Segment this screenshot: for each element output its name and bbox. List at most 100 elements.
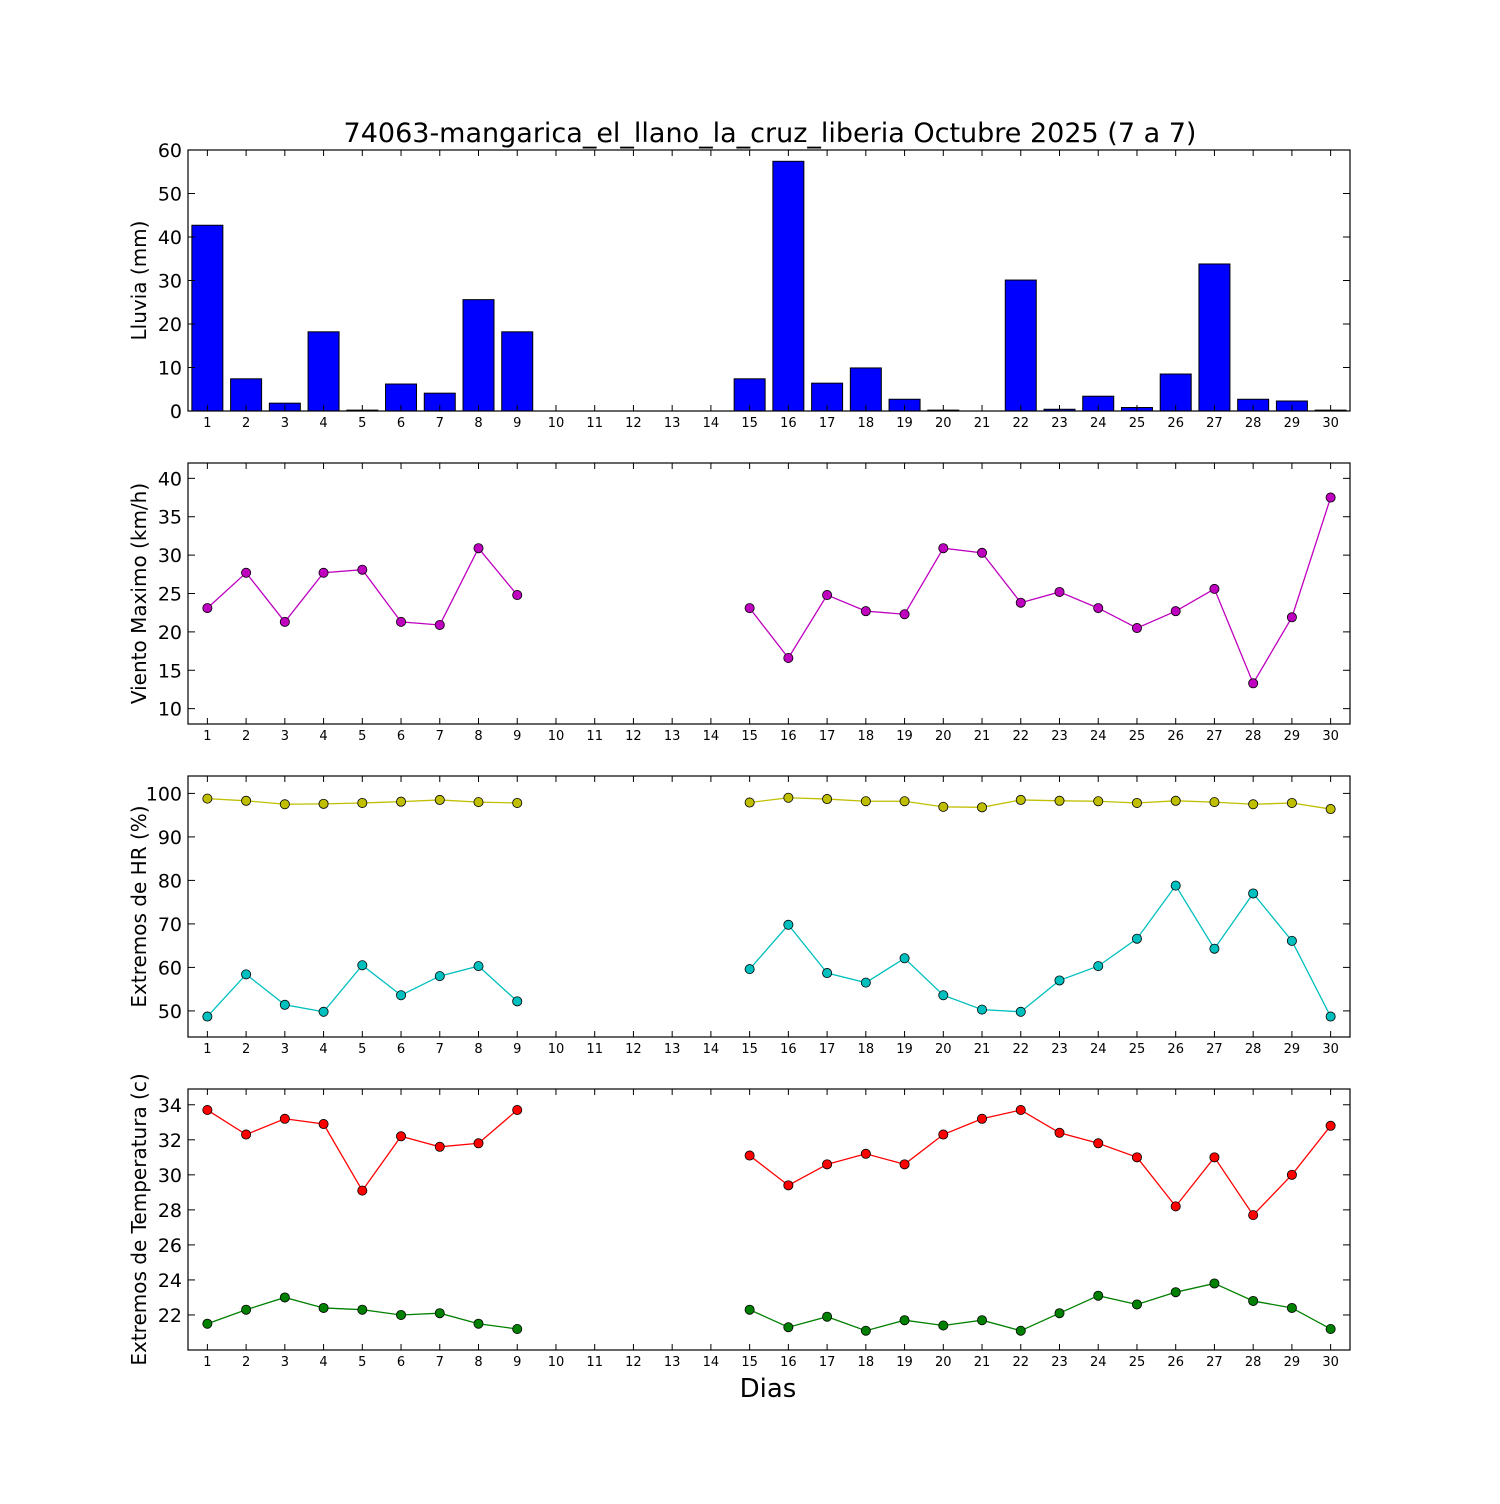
x-tick-label: 7 (436, 1042, 444, 1057)
y-tick-label: 15 (158, 660, 182, 682)
point-4-1-day-15 (744, 1150, 755, 1161)
point-3-1-day-27 (1209, 797, 1220, 808)
point-3-2-day-7 (434, 971, 445, 982)
point-3-1-day-7 (434, 794, 445, 805)
point-4-2-day-21 (977, 1315, 988, 1326)
x-tick-label: 20 (935, 416, 952, 431)
point-3-2-day-27 (1209, 943, 1220, 954)
point-2-1-day-21 (977, 547, 988, 558)
y-axis-label: Extremos de HR (%) (127, 805, 151, 1007)
x-tick-label: 13 (664, 416, 681, 431)
x-tick-label: 12 (625, 1042, 642, 1057)
point-3-1-day-4 (318, 798, 329, 809)
point-3-2-day-9 (512, 996, 523, 1007)
point-4-2-day-6 (396, 1309, 407, 1320)
x-tick-label: 7 (436, 1355, 444, 1370)
x-tick-label: 23 (1051, 416, 1068, 431)
y-tick-label: 50 (158, 184, 182, 206)
x-tick-label: 24 (1090, 729, 1107, 744)
point-3-2-day-15 (744, 964, 755, 975)
point-4-1-day-29 (1286, 1169, 1297, 1180)
x-tick-label: 29 (1284, 416, 1301, 431)
point-4-1-day-8 (473, 1138, 484, 1149)
point-4-2-day-8 (473, 1318, 484, 1329)
x-tick-label: 30 (1322, 1042, 1339, 1057)
x-tick-label: 21 (974, 416, 991, 431)
point-4-1-day-18 (860, 1148, 871, 1159)
x-tick-label: 7 (436, 416, 444, 431)
point-2-1-day-16 (783, 652, 794, 663)
x-tick-label: 29 (1284, 1355, 1301, 1370)
point-3-2-day-1 (202, 1011, 213, 1022)
x-tick-label: 15 (741, 729, 758, 744)
point-4-1-day-23 (1054, 1127, 1065, 1138)
x-tick-label: 25 (1129, 729, 1146, 744)
point-2-1-day-6 (396, 616, 407, 627)
y-tick-label: 20 (158, 622, 182, 644)
y-tick-label: 30 (158, 271, 182, 293)
axes-frame (187, 1088, 1351, 1351)
x-tick-label: 1 (203, 416, 211, 431)
x-tick-label: 2 (242, 1042, 250, 1057)
y-axis-label: Extremos de Temperatura (c) (127, 1073, 151, 1365)
point-4-1-day-28 (1248, 1210, 1259, 1221)
point-3-2-day-3 (279, 999, 290, 1010)
x-tick-label: 26 (1167, 1042, 1184, 1057)
x-tick-label: 26 (1167, 416, 1184, 431)
x-tick-label: 6 (397, 729, 405, 744)
point-3-2-day-16 (783, 919, 794, 930)
y-tick-label: 0 (170, 401, 182, 423)
x-tick-label: 5 (358, 1042, 366, 1057)
x-tick-label: 18 (858, 729, 875, 744)
x-tick-label: 20 (935, 1042, 952, 1057)
point-2-1-day-27 (1209, 583, 1220, 594)
x-tick-label: 2 (242, 729, 250, 744)
point-3-2-day-29 (1286, 935, 1297, 946)
x-tick-label: 29 (1284, 729, 1301, 744)
x-tick-label: 16 (780, 416, 797, 431)
point-3-1-day-9 (512, 797, 523, 808)
x-tick-label: 24 (1090, 1042, 1107, 1057)
x-tick-label: 13 (664, 1355, 681, 1370)
point-3-1-day-15 (744, 797, 755, 808)
x-tick-label: 5 (358, 729, 366, 744)
x-tick-label: 11 (586, 729, 603, 744)
point-2-1-day-20 (938, 543, 949, 554)
bar-day-1 (191, 224, 224, 412)
x-tick-label: 4 (319, 1355, 327, 1370)
y-tick-label: 30 (158, 1165, 182, 1187)
y-tick-label: 28 (158, 1200, 182, 1222)
x-tick-label: 11 (586, 1355, 603, 1370)
point-4-1-day-3 (279, 1113, 290, 1124)
x-tick-label: 6 (397, 416, 405, 431)
point-4-2-day-4 (318, 1302, 329, 1313)
y-tick-label: 10 (158, 358, 182, 380)
y-tick-label: 26 (158, 1235, 182, 1257)
y-tick-label: 90 (158, 827, 182, 849)
point-2-1-day-18 (860, 606, 871, 617)
point-4-2-day-24 (1093, 1290, 1104, 1301)
point-2-1-day-19 (899, 609, 910, 620)
point-4-1-day-17 (822, 1159, 833, 1170)
point-2-1-day-30 (1325, 492, 1336, 503)
point-2-1-day-3 (279, 616, 290, 627)
y-tick-label: 30 (158, 545, 182, 567)
point-4-1-day-27 (1209, 1152, 1220, 1163)
point-4-2-day-28 (1248, 1295, 1259, 1306)
point-3-2-day-19 (899, 953, 910, 964)
x-tick-label: 23 (1051, 1355, 1068, 1370)
point-3-2-day-20 (938, 990, 949, 1001)
point-3-2-day-8 (473, 961, 484, 972)
x-tick-label: 11 (586, 1042, 603, 1057)
point-3-1-day-18 (860, 796, 871, 807)
x-tick-label: 8 (474, 416, 482, 431)
x-tick-label: 29 (1284, 1042, 1301, 1057)
x-tick-label: 7 (436, 729, 444, 744)
point-4-2-day-27 (1209, 1278, 1220, 1289)
series-line-2-1-2 (749, 497, 1332, 685)
x-tick-label: 9 (513, 1355, 521, 1370)
point-3-2-day-26 (1170, 880, 1181, 891)
x-tick-label: 22 (1012, 416, 1029, 431)
point-3-1-day-30 (1325, 804, 1336, 815)
point-4-1-day-22 (1015, 1105, 1026, 1116)
